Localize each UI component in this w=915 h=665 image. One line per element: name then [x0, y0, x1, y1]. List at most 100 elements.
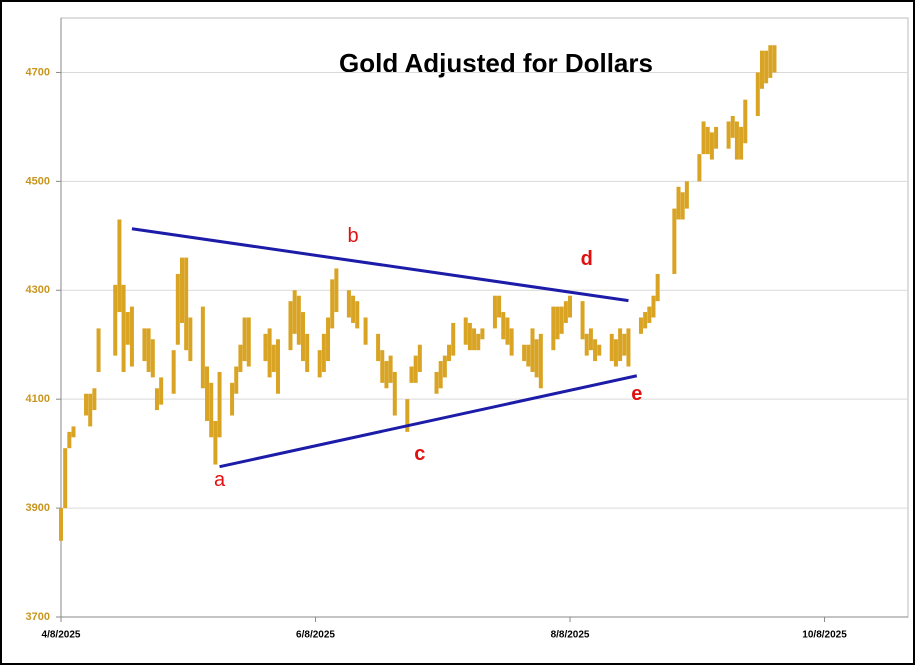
price-bar [292, 290, 297, 334]
price-bar [559, 306, 564, 334]
price-bar [275, 339, 280, 394]
price-bar [175, 273, 180, 345]
price-bar [113, 284, 118, 356]
price-bar [580, 301, 585, 340]
price-bar [288, 301, 293, 351]
price-bar [317, 350, 322, 378]
price-bar [522, 344, 527, 362]
price-bar [263, 333, 268, 362]
price-bar [705, 126, 710, 155]
price-bar [593, 339, 598, 362]
price-bar [392, 371, 397, 416]
price-bar [59, 508, 63, 541]
price-bar [497, 295, 502, 318]
price-bar [305, 333, 310, 372]
x-tick-label: 6/8/2025 [296, 630, 335, 641]
price-bar [346, 290, 351, 318]
price-bar [409, 366, 414, 383]
price-bar [734, 121, 739, 160]
price-bar [743, 99, 748, 144]
price-bar [200, 306, 205, 389]
wave-label: d [581, 248, 593, 270]
price-bar [159, 377, 164, 405]
price-bar [730, 116, 735, 138]
price-bar [205, 366, 210, 421]
price-bar [509, 328, 514, 356]
price-bar [334, 268, 339, 313]
price-bar [626, 328, 631, 367]
price-bar [680, 192, 685, 220]
price-bar [451, 322, 456, 356]
price-bar [351, 295, 356, 323]
price-bar [142, 328, 147, 362]
price-bar [117, 219, 122, 313]
price-bar [434, 371, 439, 394]
wave-label: e [631, 383, 642, 405]
price-bar [764, 50, 769, 84]
price-bar [755, 72, 760, 117]
price-bar [526, 344, 531, 367]
price-bar [609, 333, 614, 362]
price-bar [67, 431, 72, 449]
price-bar [613, 339, 618, 367]
price-bar [772, 45, 777, 73]
x-tick-label: 8/8/2025 [551, 630, 590, 641]
price-bar [242, 317, 247, 362]
price-bar [588, 328, 593, 351]
price-bar [726, 121, 731, 149]
price-bar [568, 295, 573, 318]
price-bar [330, 279, 335, 329]
price-bar [88, 393, 93, 427]
price-bar [643, 312, 648, 329]
price-bar [380, 350, 385, 383]
price-bar [672, 208, 677, 274]
price-bar [759, 50, 764, 89]
price-bar [701, 121, 706, 155]
price-bar [125, 312, 130, 345]
trendline [219, 374, 638, 469]
price-bar [739, 126, 744, 160]
price-bar [505, 317, 510, 345]
price-bar [647, 306, 652, 323]
price-bar [530, 328, 535, 372]
price-bar [413, 355, 418, 383]
y-tick-label: 4700 [26, 66, 50, 78]
price-bar [438, 361, 443, 389]
price-bar [676, 186, 681, 220]
price-bar [376, 333, 381, 362]
price-bar [146, 328, 151, 372]
price-bar [129, 306, 134, 367]
x-tick-label: 10/8/2025 [802, 630, 847, 641]
price-bar [238, 344, 243, 372]
price-bar [714, 126, 719, 149]
price-bar [84, 393, 89, 416]
price-bar [463, 317, 468, 345]
price-bar [121, 284, 126, 372]
price-bar [551, 306, 556, 351]
price-bar [150, 339, 155, 378]
price-bar [584, 333, 589, 356]
price-bar [534, 339, 539, 378]
price-bar [538, 333, 543, 389]
price-bar [655, 273, 660, 302]
price-bar [447, 344, 452, 362]
price-bar [92, 388, 97, 411]
price-bar [618, 328, 623, 362]
y-tick-label: 3900 [26, 502, 50, 514]
price-bar [71, 426, 76, 438]
wave-label: b [348, 225, 359, 247]
price-bar [301, 312, 305, 362]
price-bar [768, 45, 773, 78]
wave-label: c [414, 443, 425, 465]
trendline [131, 227, 629, 303]
price-bar [326, 317, 331, 362]
price-bar [651, 295, 656, 318]
price-bar [363, 317, 368, 345]
price-bar [217, 371, 222, 438]
price-bar [492, 295, 497, 329]
price-bar [154, 388, 159, 411]
price-bar [180, 257, 184, 323]
